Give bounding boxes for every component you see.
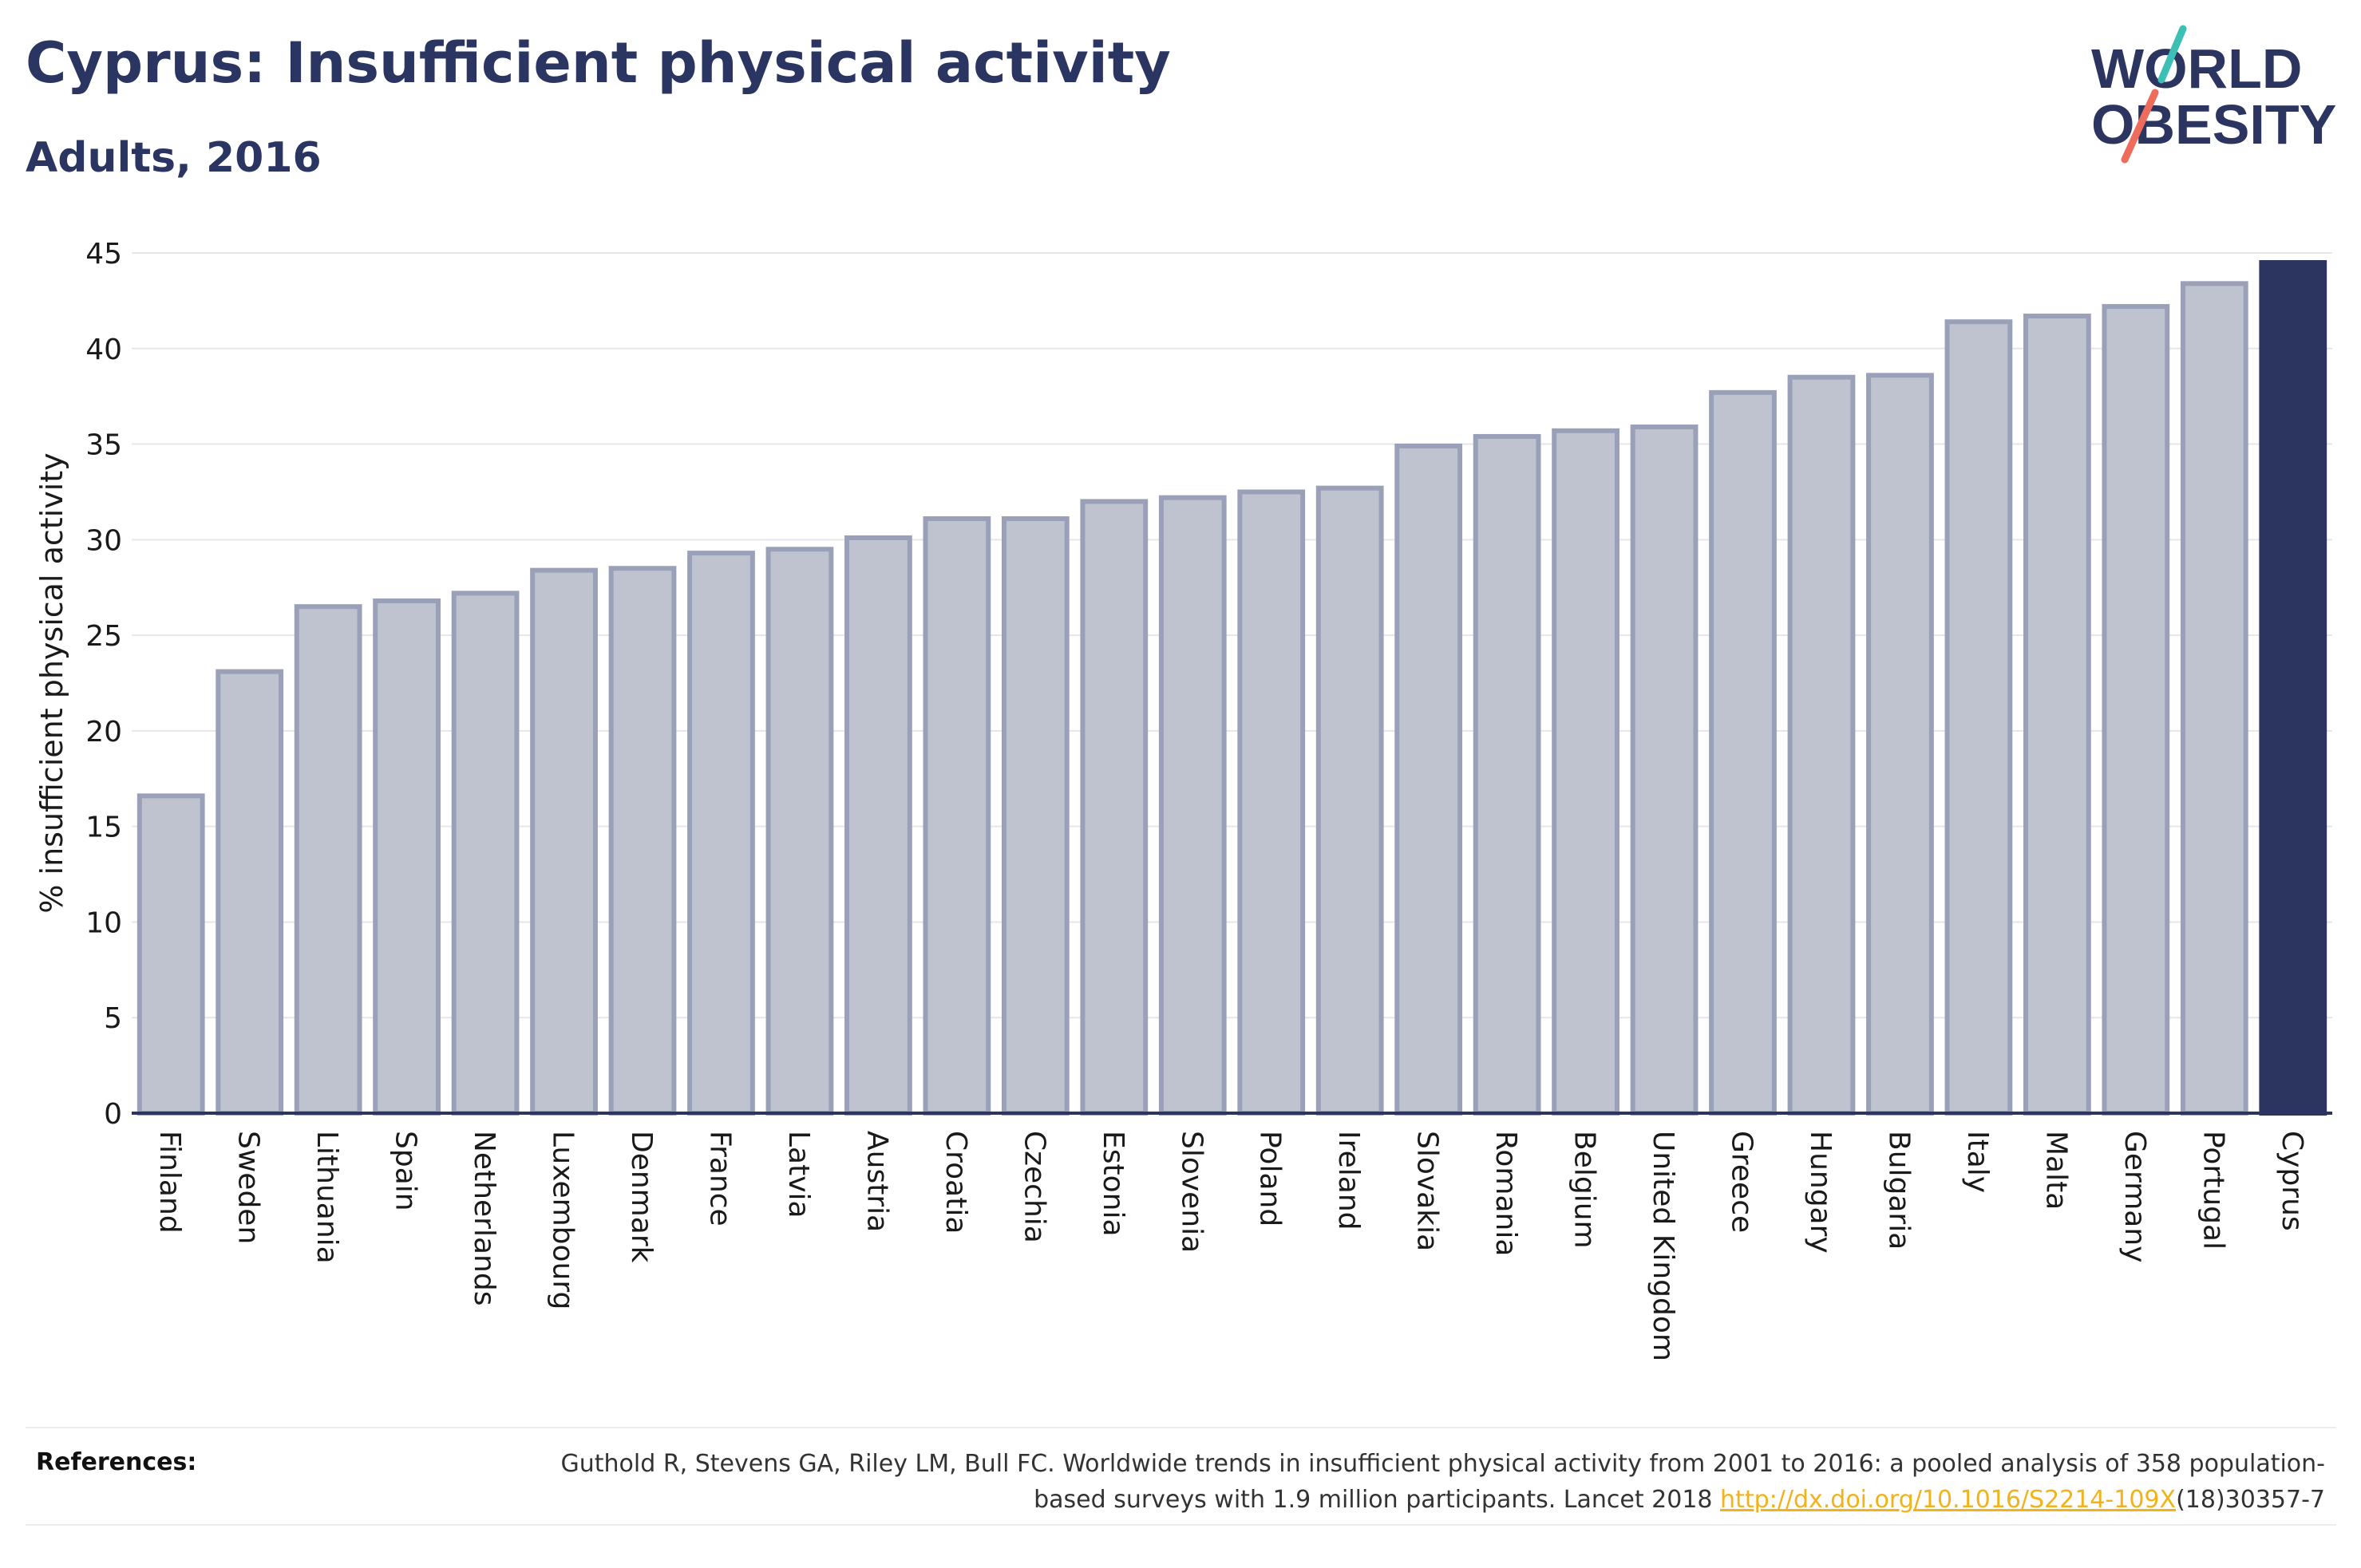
bar-malta	[2023, 314, 2091, 1116]
y-tick-label: 40	[85, 334, 122, 366]
x-tick-label: Italy	[1961, 1131, 1994, 1193]
x-tick-label: Bulgaria	[1882, 1131, 1915, 1250]
y-tick-label: 20	[85, 716, 122, 748]
bar-belgium	[1552, 428, 1619, 1116]
bar-slovenia	[1158, 495, 1227, 1116]
x-tick-label: Portugal	[2197, 1131, 2229, 1250]
bar-austria	[844, 535, 912, 1116]
x-tick-label: Lithuania	[310, 1131, 343, 1264]
y-tick-label: 15	[85, 812, 122, 844]
bar-italy	[1944, 319, 2013, 1116]
x-tick-label: Estonia	[1097, 1131, 1129, 1237]
x-tick-labels: Finland Sweden Lithuania Spain Netherlands Lu…	[153, 1131, 2308, 1361]
x-tick-label: Germany	[2118, 1131, 2151, 1262]
x-tick-label: Sweden	[232, 1131, 265, 1244]
bar-czechia	[1001, 515, 1070, 1116]
bar-netherlands	[451, 590, 520, 1116]
x-tick-label: Slovakia	[1411, 1131, 1444, 1251]
x-tick-label: Cyprus	[2276, 1131, 2308, 1231]
bar-finland	[136, 793, 205, 1116]
x-tick-label: Netherlands	[468, 1131, 500, 1305]
bar-bulgaria	[1866, 373, 1934, 1116]
bar-luxembourg	[530, 567, 598, 1116]
x-tick-label: Hungary	[1804, 1131, 1837, 1254]
x-tick-label: Malta	[2039, 1131, 2072, 1210]
world-obesity-logo: WORLD OBESITY	[2091, 25, 2336, 164]
x-tick-label: Austria	[860, 1131, 893, 1232]
logo-slash-coral	[2121, 89, 2159, 164]
logo-world-text: WORLD	[2091, 38, 2302, 100]
x-tick-label: Czechia	[1018, 1131, 1050, 1243]
chart-title: Cyprus: Insufficient physical activity	[26, 30, 1171, 96]
x-tick-label: Belgium	[1568, 1131, 1601, 1249]
logo-slash-teal	[2157, 25, 2187, 84]
bar-estonia	[1080, 499, 1149, 1116]
bar-romania	[1473, 433, 1541, 1116]
bar-france	[687, 551, 755, 1116]
bar-lithuania	[294, 604, 362, 1116]
bar-hungary	[1787, 374, 1856, 1116]
x-tick-label: Croatia	[939, 1131, 972, 1234]
references-text: Guthold R, Stevens GA, Riley LM, Bull FC…	[529, 1446, 2325, 1518]
bar-cyprus	[2259, 259, 2327, 1116]
y-tick-label: 5	[104, 1002, 122, 1035]
chart-subtitle: Adults, 2016	[26, 134, 322, 182]
x-tick-label: Ireland	[1332, 1131, 1365, 1230]
y-tick-label: 25	[85, 620, 122, 653]
y-tick-label: 30	[85, 524, 122, 557]
x-tick-label: Luxembourg	[547, 1131, 579, 1309]
x-tick-label: France	[703, 1131, 736, 1226]
bar-spain	[373, 598, 441, 1116]
references-doi-link[interactable]: http://dx.doi.org/10.1016/S2214-109X	[1720, 1486, 2177, 1514]
bar-ireland	[1315, 485, 1384, 1116]
footer-divider-top	[26, 1427, 2336, 1428]
x-tick-label: Denmark	[625, 1131, 658, 1263]
x-tick-label: Greece	[1726, 1131, 1758, 1233]
bar-sweden	[216, 669, 284, 1116]
x-tick-label: United Kingdom	[1647, 1131, 1679, 1361]
y-axis-label: % insufficient physical activity	[34, 452, 69, 913]
bar-slovakia	[1394, 443, 1463, 1116]
x-tick-label: Poland	[1254, 1131, 1287, 1226]
bars	[136, 259, 2327, 1116]
bar-poland	[1237, 489, 1306, 1116]
bar-denmark	[608, 566, 677, 1116]
y-tick-label: 0	[104, 1098, 122, 1131]
x-tick-label: Latvia	[782, 1131, 815, 1218]
x-tick-label: Spain	[390, 1131, 422, 1211]
bar-portugal	[2180, 281, 2248, 1116]
references-label: References:	[36, 1448, 197, 1476]
x-tick-label: Finland	[153, 1131, 186, 1234]
y-tick-labels: 0 5 10 15 20 25 30 35 40 45	[85, 238, 122, 1131]
x-tick-label: Romania	[1489, 1131, 1522, 1256]
bar-latvia	[765, 547, 834, 1116]
x-tick-label: Slovenia	[1175, 1131, 1208, 1253]
bar-united-kingdom	[1630, 424, 1699, 1116]
bar-greece	[1709, 389, 1777, 1116]
y-tick-label: 35	[85, 429, 122, 462]
references-citation: Guthold R, Stevens GA, Riley LM, Bull FC…	[560, 1450, 2325, 1514]
y-tick-label: 45	[85, 238, 122, 271]
y-tick-label: 10	[85, 906, 122, 939]
bar-croatia	[923, 515, 991, 1116]
footer-divider-bottom	[26, 1524, 2336, 1526]
bar-germany	[2102, 304, 2170, 1116]
references-citation-end: (18)30357-7	[2176, 1486, 2325, 1514]
